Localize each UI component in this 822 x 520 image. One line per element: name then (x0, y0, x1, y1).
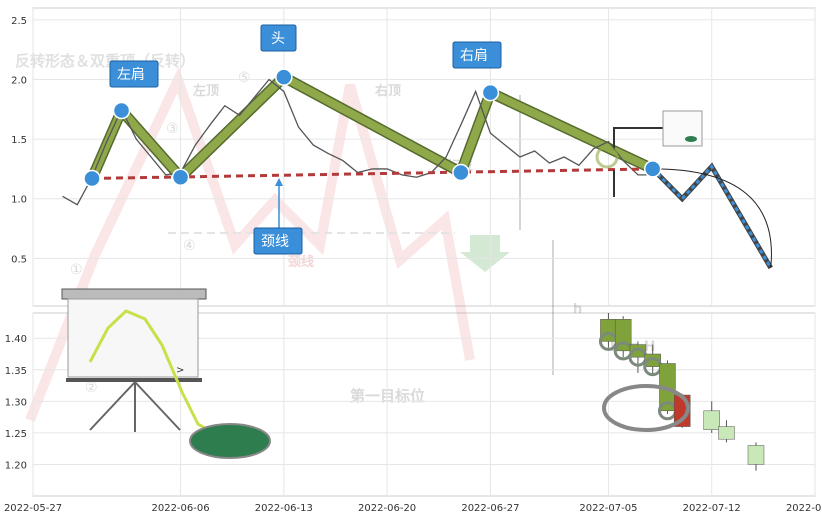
ghost-h-label: h (573, 302, 582, 317)
neckline-layer (91, 167, 653, 180)
projection-arc (652, 168, 772, 268)
easel-leg-left (89, 381, 136, 431)
pivot-marker (481, 83, 500, 102)
round-table (189, 423, 271, 459)
ghost-circle-1: ① (70, 262, 83, 278)
xtick-label: 2022-05-27 (4, 503, 62, 514)
xtick-labels: 2022-05-27 2022-06-06 2022-06-13 2022-06-20… (4, 503, 822, 514)
xtick-label: 2022-07-05 (579, 503, 637, 514)
ytick-label: 1.5 (11, 135, 27, 146)
left-shoulder-label: 左肩 (117, 67, 145, 83)
ghost-circle-2: ② (85, 380, 98, 396)
ghost-title: 反转形态＆双重顶（反转） (15, 52, 195, 70)
head-label: 头 (271, 31, 285, 47)
ytick-label: 0.5 (11, 254, 27, 265)
inset-box (662, 110, 703, 147)
neckline-label: 颈线 (261, 234, 289, 250)
ghost-neckline: 颈线 (288, 254, 314, 270)
pivot-marker (83, 169, 101, 188)
ytick-label: 2.5 (11, 16, 27, 27)
ytick-label: 1.35 (5, 366, 27, 377)
bottom-ytick-labels: 1.20 1.25 1.30 1.35 1.40 (5, 334, 27, 471)
candle-body (703, 410, 720, 430)
ytick-label: 1.25 (5, 429, 27, 440)
pivot-marker (112, 101, 131, 120)
neckline-dashed (91, 167, 653, 180)
easel-top-bar (61, 288, 207, 300)
right-shoulder-label: 右肩 (460, 48, 488, 64)
xtick-label: 2022-07-19 (786, 503, 822, 514)
pivot-marker (452, 163, 470, 182)
right-shoulder-callout: 右肩 (452, 41, 502, 69)
ytick-label: 1.0 (11, 195, 27, 206)
inset-connector (613, 127, 664, 150)
inset-thumbnail (595, 110, 703, 197)
head-callout: 头 (260, 24, 297, 52)
ytick-label: 1.30 (5, 397, 27, 408)
pivot-markers (83, 68, 662, 188)
ghost-double-top-line (25, 66, 475, 422)
inset-table-icon (685, 136, 697, 142)
ytick-label: 1.20 (5, 460, 27, 471)
easel-leg-right (134, 381, 181, 431)
left-shoulder-callout: 左肩 (109, 60, 159, 88)
ghost-left-top: 左顶 (193, 83, 219, 99)
xtick-label: 2022-06-13 (255, 503, 313, 514)
neckline-callout: 颈线 (253, 178, 303, 255)
pivot-marker (171, 168, 190, 187)
ytick-label: 1.40 (5, 334, 27, 345)
candle-body (747, 445, 765, 465)
highlight-ellipse (602, 384, 690, 432)
ghost-circle-4: ④ (183, 238, 196, 254)
pivot-marker (275, 68, 293, 86)
inset-ring (595, 145, 619, 169)
projection-layer (650, 162, 773, 270)
top-ytick-labels: 0.5 1.0 1.5 2.0 2.5 (11, 16, 27, 265)
ytick-label: 2.0 (11, 76, 27, 87)
xtick-label: 2022-06-20 (358, 503, 416, 514)
xtick-label: 2022-07-12 (683, 503, 741, 514)
xtick-label: 2022-06-06 (151, 503, 209, 514)
easel-illustration: > (61, 288, 271, 459)
ghost-circle-5: ⑤ (238, 70, 251, 86)
board-arrow-icon: > (176, 365, 184, 376)
candle-body (644, 353, 661, 367)
candle-body (629, 344, 647, 358)
pivot-marker (643, 160, 662, 178)
xtick-label: 2022-06-27 (461, 503, 519, 514)
candle-body (718, 426, 735, 440)
candlestick-layer (598, 313, 765, 471)
projection-path (651, 164, 773, 269)
easel-board (67, 298, 199, 378)
easel-curve (88, 309, 223, 440)
ghost-circle-3: ③ (166, 121, 179, 137)
ghost-down-arrow (460, 235, 510, 272)
